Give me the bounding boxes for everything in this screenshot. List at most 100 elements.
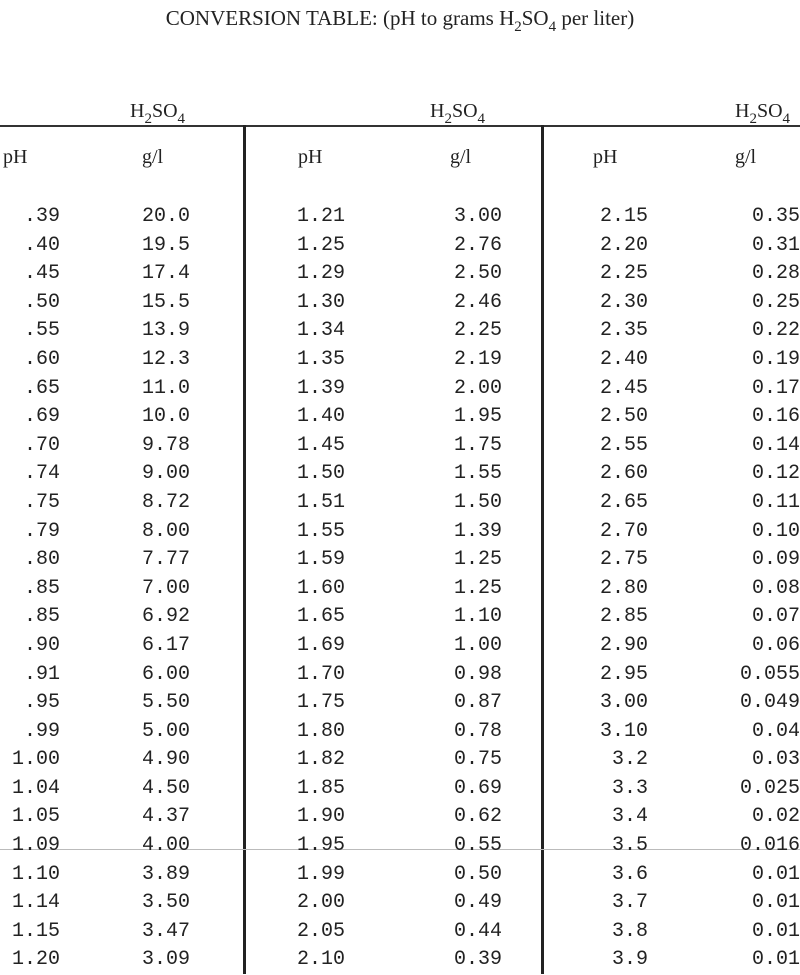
acid-cell: 8.72	[141, 490, 190, 514]
acid-cell: 10.0	[141, 405, 190, 429]
ph-cell: 2.75	[599, 548, 648, 572]
ph-cell: 1.60	[296, 576, 345, 600]
acid-cell: 0.055	[739, 662, 800, 686]
ph-cell: .95	[23, 691, 60, 715]
ph-cell: 1.80	[296, 719, 345, 743]
ph-cell: 1.55	[296, 519, 345, 543]
acid-column: 3.00 2.76 2.50 2.46 2.25 2.19 2.00 1.95 1.75 1.55…	[420, 203, 502, 975]
ph-cell: .50	[23, 290, 60, 314]
ph-cell: 1.50	[296, 462, 345, 486]
acid-cell: 0.55	[453, 834, 502, 858]
ph-cell: 3.9	[611, 948, 648, 972]
acid-cell: 2.76	[453, 233, 502, 257]
header-ph: pH	[3, 146, 28, 168]
ph-cell: .91	[23, 662, 60, 686]
ph-cell: 1.69	[296, 633, 345, 657]
ph-cell: 1.20	[11, 948, 60, 972]
ph-cell: .69	[23, 405, 60, 429]
header-text: H	[735, 100, 750, 122]
acid-cell: 0.04	[751, 719, 800, 743]
acid-cell: 0.016	[739, 834, 800, 858]
ph-cell: 1.34	[296, 319, 345, 343]
ph-cell: 3.8	[611, 919, 648, 943]
acid-cell: 0.01	[751, 862, 800, 886]
acid-cell: 0.39	[453, 948, 502, 972]
ph-cell: 1.09	[11, 834, 60, 858]
acid-cell: 0.62	[453, 805, 502, 829]
title-subscript: 4	[548, 19, 557, 35]
ph-cell: .40	[23, 233, 60, 257]
acid-cell: 0.01	[751, 891, 800, 915]
column-divider	[243, 125, 246, 974]
acid-cell: 0.31	[751, 233, 800, 257]
ph-cell: 1.85	[296, 776, 345, 800]
ph-cell: 1.04	[11, 776, 60, 800]
ph-cell: 3.4	[611, 805, 648, 829]
acid-cell: 4.50	[141, 776, 190, 800]
header-subscript: 2	[749, 111, 757, 127]
ph-cell: 1.10	[11, 862, 60, 886]
acid-cell: 15.5	[141, 290, 190, 314]
acid-cell: 0.01	[751, 948, 800, 972]
acid-column: 20.0 19.5 17.4 15.5 13.9 12.3 11.0 10.0 9.78 9.00…	[100, 203, 190, 975]
acid-cell: 0.025	[739, 776, 800, 800]
ph-cell: 3.10	[599, 719, 648, 743]
ph-cell: 1.25	[296, 233, 345, 257]
ph-cell: 2.85	[599, 605, 648, 629]
header-text: SO	[451, 100, 478, 122]
acid-cell: 0.10	[751, 519, 800, 543]
page-title: CONVERSION TABLE: (pH to grams H2SO4 per…	[0, 6, 800, 36]
ph-cell: 3.3	[611, 776, 648, 800]
ph-cell: 2.10	[296, 948, 345, 972]
acid-cell: 5.00	[141, 719, 190, 743]
ph-cell: 1.70	[296, 662, 345, 686]
acid-cell: 0.87	[453, 691, 502, 715]
title-subscript: 2	[514, 19, 522, 35]
ph-cell: 2.60	[599, 462, 648, 486]
acid-cell: 4.37	[141, 805, 190, 829]
ph-cell: 1.35	[296, 347, 345, 371]
acid-cell: 2.25	[453, 319, 502, 343]
acid-cell: 0.02	[751, 805, 800, 829]
header-unit: g/l	[450, 146, 472, 168]
acid-cell: 0.14	[751, 433, 800, 457]
header-ph: pH	[298, 146, 323, 168]
acid-cell: 0.22	[751, 319, 800, 343]
ph-cell: .65	[23, 376, 60, 400]
ph-cell: 2.15	[599, 205, 648, 228]
acid-cell: 0.69	[453, 776, 502, 800]
acid-cell: 1.10	[453, 605, 502, 629]
ph-cell: 1.05	[11, 805, 60, 829]
header-subscript: 2	[144, 111, 152, 127]
title-text: CONVERSION TABLE: (pH to grams H	[165, 6, 515, 30]
header-text: H	[430, 100, 445, 122]
ph-cell: 2.95	[599, 662, 648, 686]
acid-cell: 7.77	[141, 548, 190, 572]
ph-cell: 2.45	[599, 376, 648, 400]
acid-cell: 0.19	[751, 347, 800, 371]
ph-column: 2.15 2.20 2.25 2.30 2.35 2.40 2.45 2.50 2.55 2.60…	[560, 203, 648, 975]
acid-cell: 1.25	[453, 548, 502, 572]
ph-cell: .45	[23, 262, 60, 286]
acid-cell: 0.75	[453, 748, 502, 772]
acid-cell: 0.07	[751, 605, 800, 629]
column-divider	[541, 125, 544, 974]
acid-cell: 4.90	[141, 748, 190, 772]
ph-cell: .79	[23, 519, 60, 543]
header-text: H	[130, 100, 145, 122]
ph-cell: .60	[23, 347, 60, 371]
header-unit: g/l	[735, 146, 757, 168]
header-acid: H2SO4	[430, 100, 485, 128]
header-unit: g/l	[142, 146, 164, 168]
ph-cell: 1.99	[296, 862, 345, 886]
acid-cell: 2.00	[453, 376, 502, 400]
acid-cell: 13.9	[141, 319, 190, 343]
acid-cell: 8.00	[141, 519, 190, 543]
acid-cell: 9.00	[141, 462, 190, 486]
ph-cell: 1.45	[296, 433, 345, 457]
ph-cell: 2.55	[599, 433, 648, 457]
acid-cell: 0.49	[453, 891, 502, 915]
ph-cell: .70	[23, 433, 60, 457]
acid-cell: 0.44	[453, 919, 502, 943]
ph-cell: 2.70	[599, 519, 648, 543]
